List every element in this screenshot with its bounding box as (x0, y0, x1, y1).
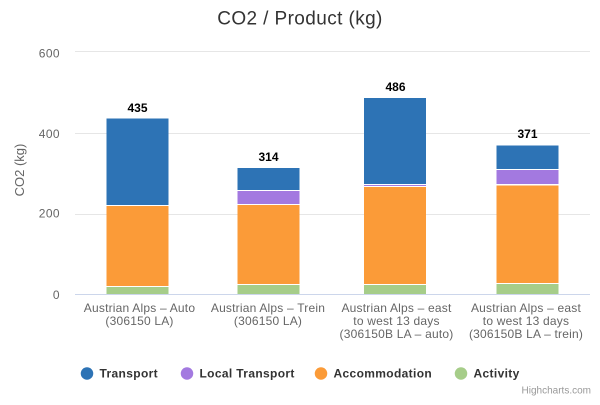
svg-text:435: 435 (127, 101, 147, 115)
svg-text:(306150 LA): (306150 LA) (234, 314, 302, 328)
svg-text:Austrian Alps – Trein: Austrian Alps – Trein (211, 301, 325, 315)
svg-text:(306150 LA): (306150 LA) (105, 314, 173, 328)
svg-text:400: 400 (39, 127, 60, 141)
svg-text:Austrian Alps – east: Austrian Alps – east (341, 301, 452, 315)
svg-text:486: 486 (385, 80, 405, 94)
svg-text:Activity: Activity (474, 367, 520, 381)
svg-text:CO2 (kg): CO2 (kg) (12, 144, 27, 197)
svg-text:Austrian Alps – east: Austrian Alps – east (471, 301, 582, 315)
svg-text:314: 314 (258, 150, 278, 164)
svg-text:to west 13 days: to west 13 days (353, 314, 439, 328)
svg-text:CO2 / Product (kg): CO2 / Product (kg) (217, 9, 383, 30)
svg-text:Austrian Alps – Auto: Austrian Alps – Auto (84, 301, 196, 315)
svg-text:Transport: Transport (100, 367, 159, 381)
svg-text:600: 600 (39, 47, 60, 61)
svg-text:200: 200 (39, 207, 60, 221)
svg-text:to west 13 days: to west 13 days (483, 314, 569, 328)
svg-text:Accommodation: Accommodation (334, 367, 433, 381)
svg-text:(306150B LA – trein): (306150B LA – trein) (469, 327, 583, 341)
svg-text:Local Transport: Local Transport (200, 367, 295, 381)
svg-text:Highcharts.com: Highcharts.com (522, 386, 591, 397)
svg-text:(306150B LA – auto): (306150B LA – auto) (340, 327, 454, 341)
svg-text:371: 371 (517, 127, 537, 141)
svg-text:0: 0 (53, 288, 60, 302)
